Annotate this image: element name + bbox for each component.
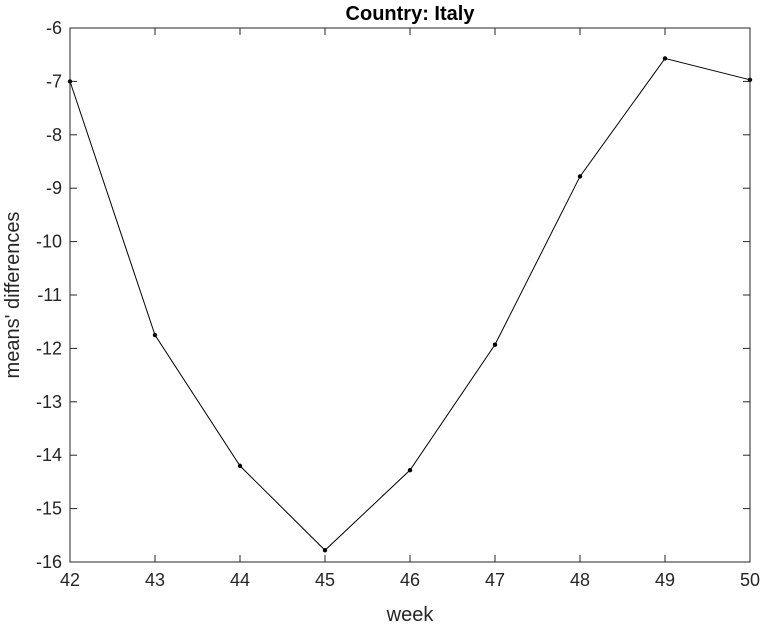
y-tick-label: -6 (46, 18, 62, 38)
tick-labels: 42 43 44 45 46 47 48 49 50 -16 -15 -14 -13 -12 -11 -10 -… (36, 18, 760, 590)
data-point (492, 342, 498, 347)
plot-frame (69, 27, 751, 563)
plot-area (70, 28, 750, 562)
data-point (152, 332, 158, 338)
y-tick-label: -14 (36, 445, 62, 465)
y-tick-label: -10 (36, 232, 62, 252)
x-tick-label: 50 (740, 570, 760, 590)
y-tick-label: -16 (36, 552, 62, 572)
data-point (237, 463, 243, 469)
data-point (577, 174, 583, 179)
y-tick-label: -11 (37, 285, 62, 305)
y-tick-label: -8 (46, 125, 62, 145)
x-tick-label: 48 (570, 570, 590, 590)
x-tick-label: 45 (315, 570, 335, 590)
y-tick-label: -15 (36, 499, 62, 519)
y-tick-label: -12 (36, 338, 62, 358)
y-tick-label: -9 (46, 178, 62, 198)
y-tick-label: -7 (46, 71, 62, 91)
x-tick-label: 42 (60, 570, 80, 590)
chart-title: Country: Italy (346, 3, 476, 25)
x-tick-label: 43 (145, 570, 165, 590)
data-point (407, 467, 413, 473)
y-tick-label: -13 (36, 392, 62, 412)
x-tick-label: 46 (400, 570, 420, 590)
y-axis-label: means' differences (2, 212, 24, 379)
data-point (662, 56, 668, 61)
data-point (322, 548, 328, 553)
x-tick-label: 49 (655, 570, 675, 590)
x-axis-label: week (386, 604, 435, 626)
x-tick-label: 44 (230, 570, 250, 590)
x-tick-label: 47 (485, 570, 505, 590)
